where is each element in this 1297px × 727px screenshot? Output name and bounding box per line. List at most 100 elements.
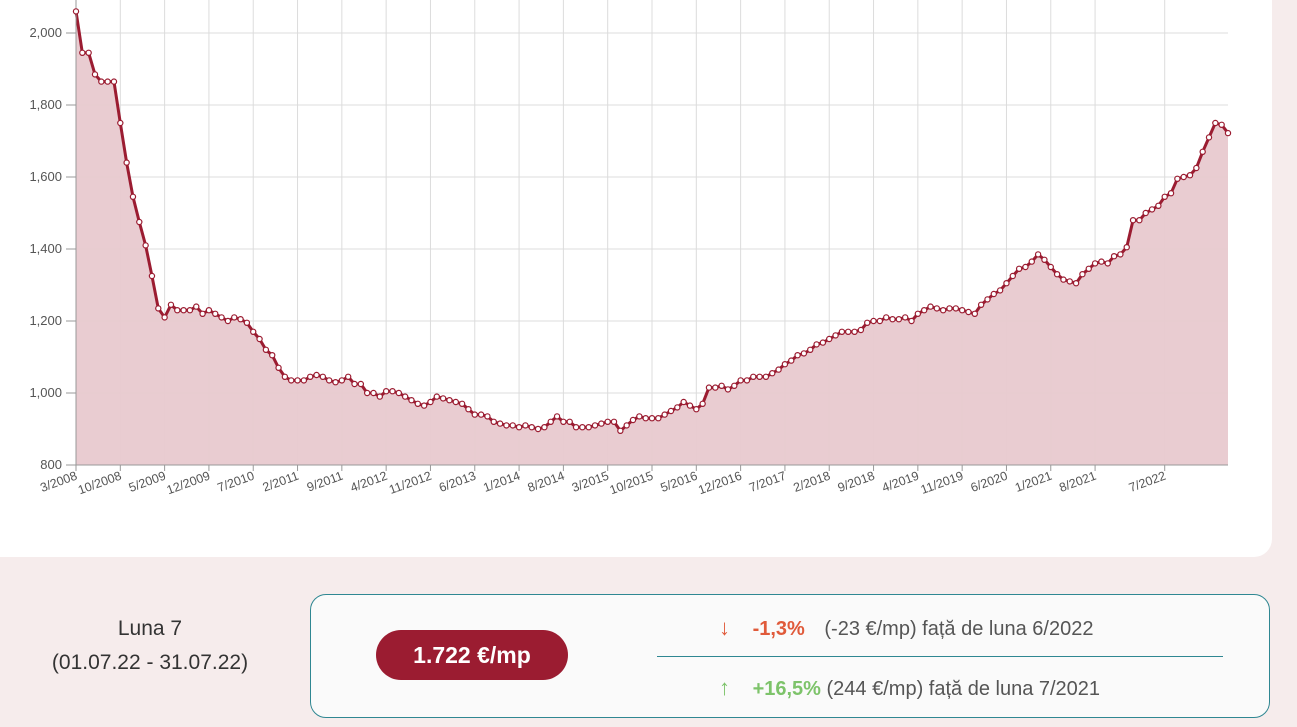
x-tick-label: 10/2008 [76, 469, 123, 498]
data-point [1193, 164, 1200, 172]
data-point [933, 305, 941, 312]
x-tick-label: 7/2022 [1127, 469, 1168, 495]
data-point [686, 402, 694, 409]
data-point [275, 364, 282, 371]
data-point [845, 328, 852, 335]
data-point [946, 305, 953, 312]
monthly-change-text: (-23 €/mp) față de luna 6/2022 [824, 618, 1094, 640]
data-point [1060, 276, 1067, 283]
y-axis-ticks: 800 1,000 1,200 1,400 1,600 1,800 2,000 [29, 25, 76, 472]
data-point [458, 400, 466, 407]
data-point [737, 377, 744, 384]
data-point [1129, 216, 1137, 224]
price-chart: 800 1,000 1,200 1,400 1,600 1,800 2,000 3/2008… [29, 0, 1232, 498]
data-point [541, 424, 548, 431]
data-point [414, 400, 421, 407]
x-tick-label: 6/2013 [437, 469, 478, 495]
x-tick-label: 9/2011 [305, 469, 345, 495]
data-point [401, 393, 409, 400]
x-tick-label: 2/2018 [792, 469, 833, 495]
data-point [490, 418, 497, 425]
x-tick-label: 1/2021 [1013, 469, 1054, 495]
data-point [876, 317, 884, 325]
data-point [680, 398, 687, 406]
data-point [781, 361, 789, 368]
data-point [376, 393, 384, 400]
data-point [1022, 263, 1029, 271]
data-point [1041, 256, 1048, 263]
data-point [939, 307, 947, 314]
yearly-change-text: (244 €/mp) față de luna 7/2021 [826, 678, 1101, 700]
data-point [901, 314, 909, 321]
data-point [534, 425, 542, 433]
x-tick-label: 7/2010 [216, 469, 257, 495]
price-area [76, 11, 1228, 466]
data-point [1186, 171, 1194, 179]
chart-points [72, 8, 1232, 434]
data-point [889, 316, 896, 323]
x-tick-label: 5/2009 [127, 469, 168, 495]
data-point [832, 332, 839, 339]
data-point [186, 307, 194, 314]
chart-card: 800 1,000 1,200 1,400 1,600 1,800 2,000 3/2008… [0, 0, 1272, 557]
data-point [294, 377, 301, 384]
data-point [661, 411, 668, 418]
data-point [927, 303, 934, 310]
data-point [629, 416, 637, 424]
data-point [598, 420, 605, 427]
x-tick-label: 1/2014 [481, 469, 522, 495]
data-point [838, 328, 846, 335]
data-point [231, 314, 238, 321]
data-point [585, 424, 592, 431]
data-point [1117, 251, 1124, 258]
data-point [104, 78, 111, 85]
data-point [370, 389, 377, 397]
data-point [990, 290, 998, 298]
data-point [1136, 216, 1143, 224]
data-point [813, 341, 820, 348]
x-tick-label: 5/2016 [659, 469, 700, 495]
data-point [313, 371, 320, 379]
data-point [167, 301, 175, 308]
data-point [971, 310, 979, 317]
data-point [389, 388, 396, 395]
x-tick-label: 11/2019 [919, 469, 965, 497]
stats-box: 1.722 €/mp ↓ -1,3% (-23 €/mp) față de lu… [310, 594, 1270, 718]
divider [657, 656, 1223, 657]
data-point [237, 316, 244, 323]
data-point [496, 420, 504, 427]
data-point [566, 418, 573, 425]
data-point [1110, 253, 1118, 260]
data-point [977, 301, 985, 308]
data-point [1009, 272, 1016, 280]
data-point [1155, 202, 1162, 209]
data-point [471, 411, 478, 418]
y-tick-label: 800 [40, 457, 62, 472]
data-point [648, 415, 656, 422]
data-point [148, 272, 156, 280]
data-point [1180, 173, 1187, 181]
period-block: Luna 7 (01.07.22 - 31.07.22) [40, 612, 260, 680]
data-point [528, 424, 535, 431]
data-point [775, 366, 782, 373]
data-point [446, 397, 453, 404]
data-point [883, 314, 890, 321]
data-point [857, 326, 865, 334]
data-point [85, 49, 92, 57]
x-tick-label: 4/2012 [348, 469, 389, 495]
data-point [560, 418, 567, 425]
data-point [1123, 243, 1130, 251]
data-point [477, 411, 485, 418]
data-point [655, 415, 662, 422]
data-point [965, 308, 972, 316]
data-point [547, 418, 554, 425]
data-point [1053, 271, 1061, 278]
data-point [79, 49, 86, 57]
arrow-up-icon: ↑ [719, 675, 730, 700]
data-point [281, 373, 289, 380]
data-point [1085, 265, 1092, 272]
data-point [1034, 251, 1042, 258]
data-point [117, 119, 124, 127]
arrow-down-icon: ↓ [719, 615, 730, 640]
